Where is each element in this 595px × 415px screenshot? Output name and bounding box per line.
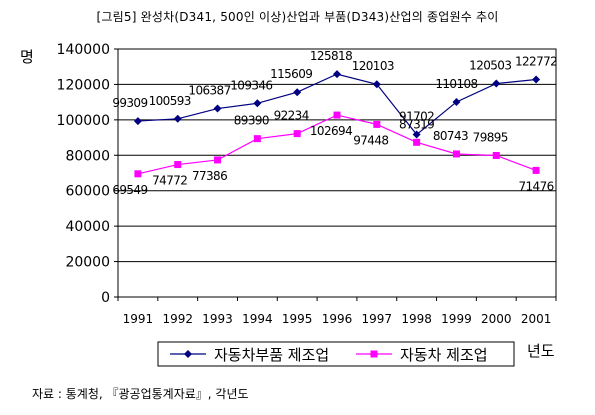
x-tick-label: 1994 [242, 312, 273, 326]
legend-label: 자동차부품 제조업 [214, 346, 329, 364]
data-point [492, 151, 500, 159]
data-point [213, 104, 222, 113]
data-label: 92234 [274, 109, 309, 123]
data-point [452, 150, 460, 158]
y-tick-label: 80000 [65, 148, 110, 164]
data-label: 102694 [310, 124, 352, 138]
x-tick-label: 1993 [202, 312, 233, 326]
legend-marker [370, 350, 378, 358]
data-point [134, 170, 142, 178]
data-label: 115609 [270, 67, 312, 81]
y-tick-label: 40000 [65, 219, 110, 235]
data-label: 122772 [515, 55, 557, 69]
y-tick-label: 60000 [65, 184, 110, 200]
data-label: 109346 [230, 78, 272, 92]
data-label: 80743 [433, 129, 468, 143]
data-point [492, 79, 501, 88]
series-parts [133, 70, 541, 139]
y-tick-label: 0 [101, 290, 110, 306]
data-point [214, 156, 222, 164]
series [133, 70, 541, 178]
data-point [532, 166, 540, 174]
data-point [293, 88, 302, 97]
data-point [174, 161, 182, 169]
data-label: 79895 [473, 130, 508, 144]
legend-marker [184, 350, 192, 358]
data-label: 125818 [310, 49, 352, 63]
data-point [253, 99, 262, 108]
x-tick-label: 1998 [401, 312, 432, 326]
legend-item: 자동차부품 제조업 [170, 346, 329, 364]
data-point [373, 120, 381, 128]
x-tick-label: 1992 [162, 312, 193, 326]
data-label: 87319 [399, 117, 434, 131]
data-label: 74772 [152, 174, 187, 188]
x-tick-label: 1996 [322, 312, 353, 326]
data-label: 99309 [112, 96, 147, 110]
data-label: 120103 [352, 59, 394, 73]
source-note: 자료 : 통계청, 『광공업통계자료』, 각년도 [32, 387, 249, 401]
data-label: 71476 [518, 179, 553, 193]
y-axis-ticks: 0 20000 40000 60000 80000 100000 120000 140000 [57, 42, 118, 306]
x-tick-label: 1991 [123, 312, 154, 326]
plot-area [117, 48, 557, 298]
data-label: 120503 [469, 59, 511, 73]
y-tick-label: 140000 [57, 42, 110, 58]
x-tick-label: 1995 [282, 312, 313, 326]
data-label: 100593 [149, 94, 191, 108]
series-vehicles [134, 111, 540, 178]
line-chart: 020000400006000080000100000120000140000 … [20, 42, 558, 367]
data-label: 110108 [435, 77, 477, 91]
data-point [412, 130, 421, 139]
data-point [452, 97, 461, 106]
legend-label: 자동차 제조업 [400, 346, 488, 364]
x-axis-label: 년도 [527, 342, 555, 360]
y-tick-label: 20000 [65, 255, 110, 271]
y-axis-label: 명 [20, 48, 34, 66]
data-point [333, 111, 341, 119]
data-label: 91702 [399, 110, 434, 124]
data-point [532, 75, 541, 84]
y-tick-label: 120000 [57, 77, 110, 93]
legend-item: 자동차 제조업 [356, 346, 488, 364]
chart-title: [그림5] 완성차(D341, 500인 이상)산업과 부품(D343)산업의 … [96, 10, 499, 24]
data-label: 97448 [353, 133, 388, 147]
data-label: 106387 [188, 84, 230, 98]
x-tick-label: 2001 [521, 312, 552, 326]
data-point [333, 70, 341, 79]
x-tick-label: 1997 [362, 312, 393, 326]
data-label: 89390 [234, 114, 269, 128]
x-tick-label: 2000 [481, 312, 512, 326]
data-point [413, 138, 421, 146]
x-axis-ticks: 1991 1992 1993 1994 1995 1996 1997 1998 1999 2000… [117, 297, 557, 326]
data-label: 77386 [192, 169, 227, 183]
legend-box [157, 341, 515, 367]
x-tick-label: 1999 [441, 312, 472, 326]
data-point [253, 135, 261, 143]
y-tick-label: 100000 [57, 113, 110, 129]
data-point [173, 114, 182, 123]
data-point [372, 80, 381, 89]
data-point [133, 117, 142, 126]
data-point [293, 130, 301, 138]
legend: 자동차부품 제조업 자동차 제조업 [157, 341, 515, 367]
data-label: 69549 [112, 183, 147, 197]
